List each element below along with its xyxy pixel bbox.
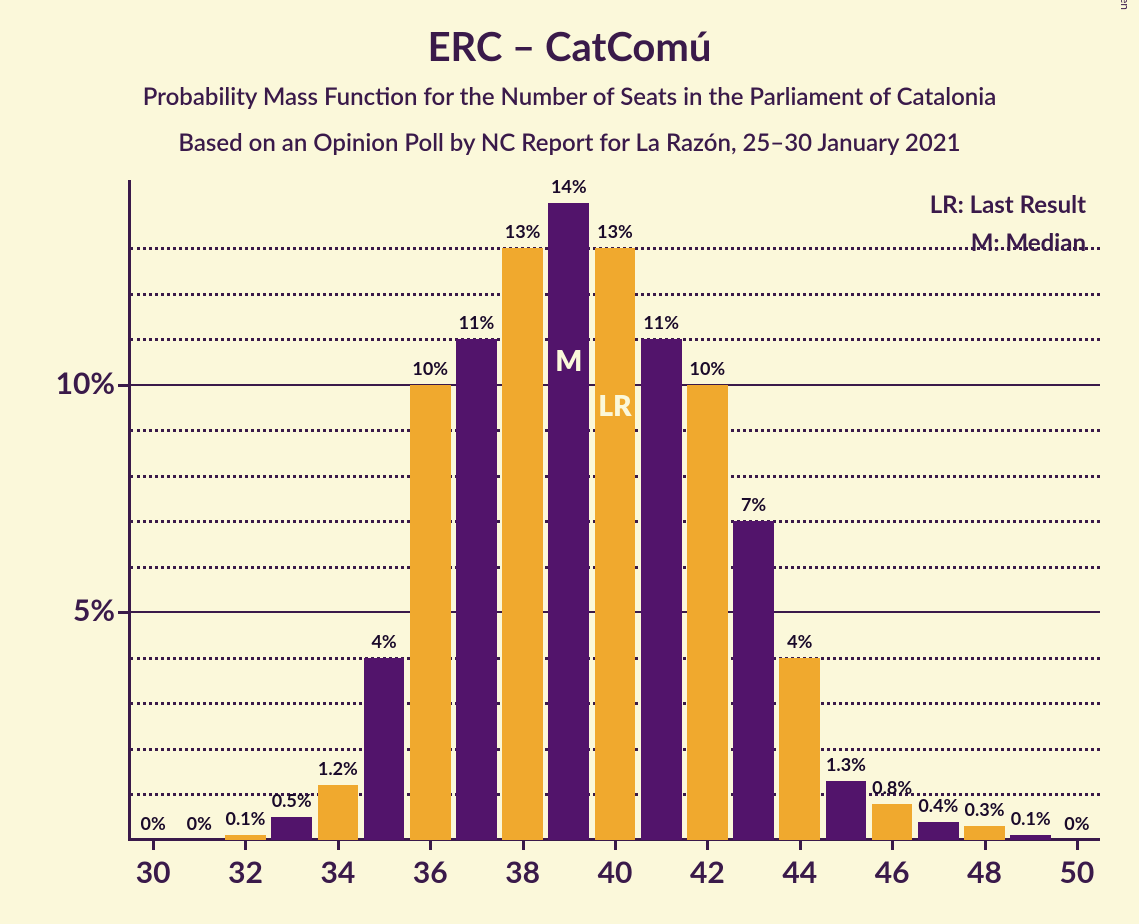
bar-value-label: 1.3% bbox=[816, 753, 877, 775]
y-tick-label: 10% bbox=[20, 365, 115, 401]
x-tick-label: 32 bbox=[215, 854, 275, 890]
x-tick-label: 46 bbox=[862, 854, 922, 890]
x-tick-label: 36 bbox=[400, 854, 460, 890]
x-tick-label: 42 bbox=[677, 854, 737, 890]
x-tick-label: 44 bbox=[770, 854, 830, 890]
x-tick bbox=[706, 840, 709, 850]
bar bbox=[641, 339, 682, 840]
bar bbox=[733, 521, 774, 840]
y-tick-label: 5% bbox=[20, 592, 115, 628]
x-tick bbox=[244, 840, 247, 850]
bar bbox=[225, 835, 266, 840]
bar bbox=[595, 248, 636, 840]
bar-marker: LR bbox=[595, 388, 636, 422]
bar-value-label: 1.2% bbox=[308, 757, 369, 779]
x-tick bbox=[1076, 840, 1079, 850]
x-tick bbox=[429, 840, 432, 850]
bar bbox=[548, 203, 589, 840]
x-tick bbox=[891, 840, 894, 850]
bar bbox=[779, 658, 820, 840]
bar bbox=[964, 826, 1005, 840]
bar-marker: M bbox=[548, 343, 589, 377]
bar bbox=[687, 385, 728, 840]
bar bbox=[410, 385, 451, 840]
x-tick-label: 50 bbox=[1047, 854, 1107, 890]
x-tick bbox=[522, 840, 525, 850]
x-tick bbox=[614, 840, 617, 850]
x-tick-label: 34 bbox=[308, 854, 368, 890]
x-tick-label: 30 bbox=[123, 854, 183, 890]
copyright-text: © 2021 Filip van Laenen bbox=[1118, 0, 1133, 10]
bar-value-label: 10% bbox=[677, 357, 738, 379]
chart-title: ERC – CatComú bbox=[0, 22, 1139, 70]
bar-value-label: 11% bbox=[631, 311, 692, 333]
legend-lr: LR: Last Result bbox=[130, 190, 1086, 219]
bar bbox=[318, 785, 359, 840]
chart-subtitle-1: Probability Mass Function for the Number… bbox=[0, 82, 1139, 111]
chart-subtitle-2: Based on an Opinion Poll by NC Report fo… bbox=[0, 128, 1139, 157]
bar bbox=[826, 781, 867, 840]
x-tick-label: 40 bbox=[585, 854, 645, 890]
x-tick-label: 38 bbox=[493, 854, 553, 890]
bar-value-label: 7% bbox=[723, 493, 784, 515]
y-tick bbox=[118, 611, 130, 614]
legend-m: M: Median bbox=[130, 228, 1086, 257]
x-tick-label: 48 bbox=[955, 854, 1015, 890]
bar bbox=[456, 339, 497, 840]
bar-value-label: 10% bbox=[400, 357, 461, 379]
y-axis bbox=[128, 180, 131, 840]
bar-value-label: 11% bbox=[446, 311, 507, 333]
bar bbox=[872, 804, 913, 840]
bar bbox=[364, 658, 405, 840]
x-tick bbox=[799, 840, 802, 850]
bar bbox=[1010, 835, 1051, 840]
bar-value-label: 4% bbox=[769, 630, 830, 652]
y-tick bbox=[118, 384, 130, 387]
bar bbox=[502, 248, 543, 840]
x-tick bbox=[337, 840, 340, 850]
bar-chart: 0%0%0.1%0.5%1.2%4%10%11%13%14%M13%LR11%1… bbox=[130, 180, 1100, 840]
bar-value-label: 0.5% bbox=[261, 789, 322, 811]
bar-value-label: 4% bbox=[354, 630, 415, 652]
bar bbox=[918, 822, 959, 840]
x-tick bbox=[152, 840, 155, 850]
x-tick bbox=[984, 840, 987, 850]
bar-value-label: 0% bbox=[1047, 812, 1108, 834]
bar bbox=[271, 817, 312, 840]
